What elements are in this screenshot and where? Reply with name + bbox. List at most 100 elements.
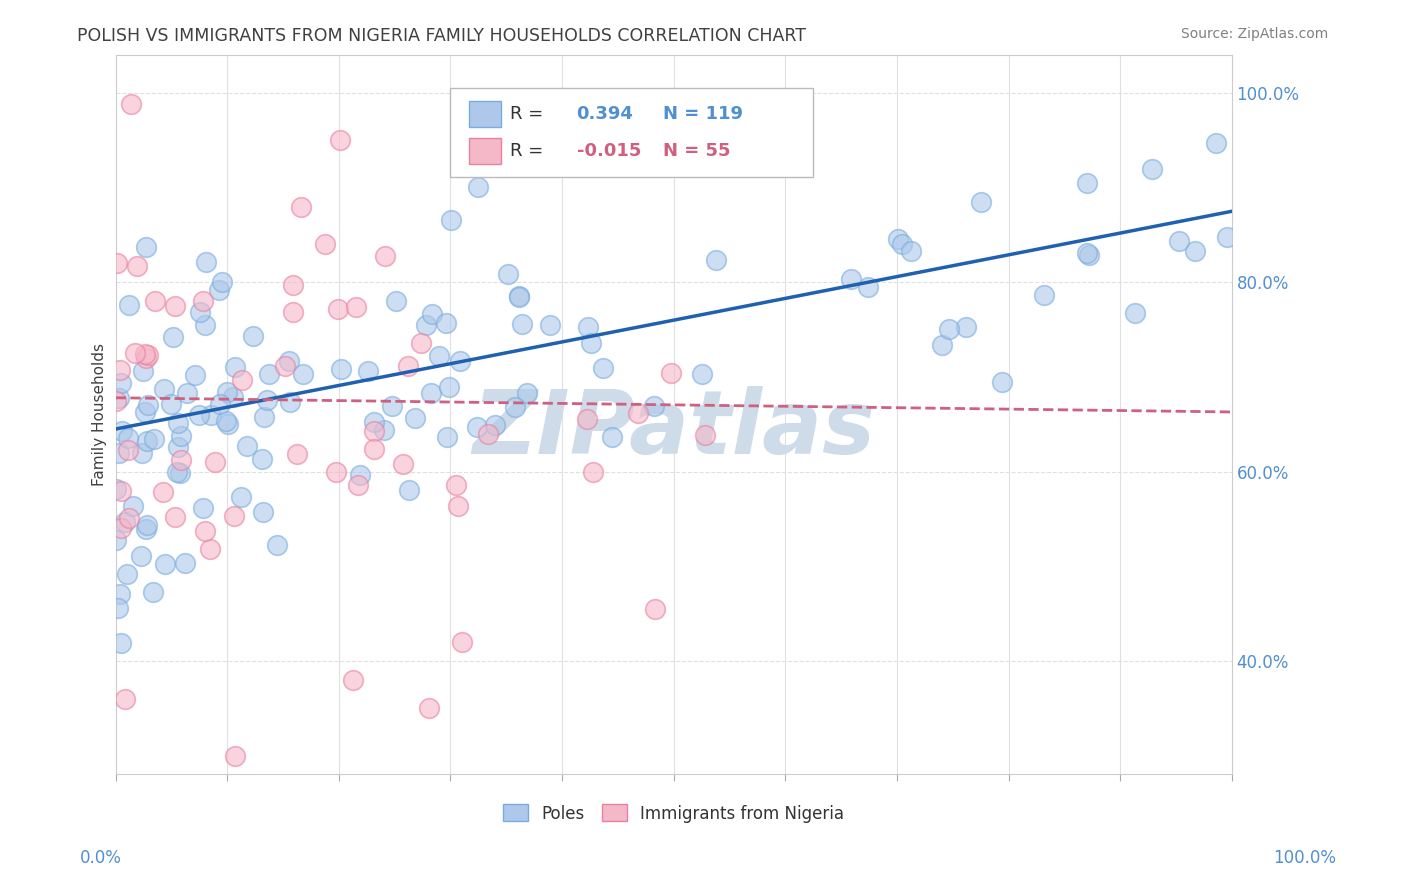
Point xyxy=(931,338,953,352)
Point xyxy=(215,413,238,427)
Point xyxy=(217,385,239,400)
Point xyxy=(440,212,463,227)
Point xyxy=(107,601,129,615)
Point xyxy=(349,468,371,483)
Point xyxy=(600,429,623,443)
Point xyxy=(347,478,370,492)
Point xyxy=(291,367,314,381)
Point xyxy=(693,428,716,442)
Point xyxy=(129,549,152,563)
Point xyxy=(134,404,156,418)
Point xyxy=(165,509,187,524)
Point xyxy=(1076,176,1098,190)
Point xyxy=(217,417,239,431)
Point xyxy=(278,354,301,368)
Y-axis label: Family Households: Family Households xyxy=(93,343,107,486)
Point xyxy=(385,293,408,308)
Point xyxy=(415,318,437,333)
Point xyxy=(1032,288,1054,302)
Point xyxy=(576,320,599,334)
Point xyxy=(127,259,149,273)
Point xyxy=(363,424,385,438)
Point xyxy=(108,362,131,376)
Point xyxy=(644,602,666,616)
Point xyxy=(105,533,128,547)
Text: R =: R = xyxy=(509,142,543,160)
Point xyxy=(104,482,127,496)
Point xyxy=(194,524,217,539)
Point xyxy=(1140,161,1163,176)
Point xyxy=(108,446,131,460)
Point xyxy=(434,316,457,330)
Point xyxy=(211,275,233,289)
Point xyxy=(191,294,214,309)
Point xyxy=(579,335,602,350)
Point xyxy=(110,636,132,650)
Legend: Poles, Immigrants from Nigeria: Poles, Immigrants from Nigeria xyxy=(495,796,852,830)
Point xyxy=(409,336,432,351)
Point xyxy=(278,394,301,409)
Point xyxy=(1184,244,1206,258)
Point xyxy=(516,385,538,400)
Point xyxy=(110,376,132,390)
Point xyxy=(105,256,128,270)
Point xyxy=(404,411,426,425)
Text: 0.394: 0.394 xyxy=(576,105,634,123)
Point xyxy=(224,748,246,763)
Point xyxy=(839,272,862,286)
Bar xyxy=(470,102,501,128)
Point xyxy=(111,424,134,438)
Point xyxy=(381,399,404,413)
Point xyxy=(627,406,650,420)
Point xyxy=(117,431,139,445)
Point xyxy=(938,322,960,336)
Point xyxy=(242,328,264,343)
Point xyxy=(134,347,156,361)
Point xyxy=(266,538,288,552)
Point xyxy=(856,280,879,294)
Point xyxy=(131,446,153,460)
Point xyxy=(117,442,139,457)
Point xyxy=(162,330,184,344)
Point xyxy=(328,301,350,316)
Point xyxy=(142,584,165,599)
Point xyxy=(496,267,519,281)
Point xyxy=(208,397,231,411)
Point xyxy=(169,467,191,481)
Point xyxy=(508,289,530,303)
Point xyxy=(576,411,599,425)
Point xyxy=(236,439,259,453)
Point xyxy=(224,360,246,375)
Point xyxy=(122,500,145,514)
Point xyxy=(396,359,419,373)
Point xyxy=(110,520,132,534)
Point xyxy=(704,252,727,267)
Point xyxy=(465,420,488,434)
Point xyxy=(132,364,155,378)
Point xyxy=(955,320,977,334)
Point xyxy=(329,133,352,147)
Point xyxy=(138,398,160,412)
Point xyxy=(194,318,217,333)
Point xyxy=(114,515,136,529)
Text: ZIPatlas: ZIPatlas xyxy=(472,385,875,473)
Text: -0.015: -0.015 xyxy=(576,142,641,160)
Point xyxy=(1077,248,1099,262)
Point xyxy=(188,305,211,319)
Point xyxy=(484,417,506,432)
Point xyxy=(135,522,157,536)
Point xyxy=(135,434,157,448)
Point xyxy=(115,567,138,582)
Point xyxy=(118,298,141,312)
Point xyxy=(512,317,534,331)
Point xyxy=(256,393,278,408)
Point xyxy=(886,232,908,246)
Point xyxy=(477,426,499,441)
Point xyxy=(314,237,336,252)
Point xyxy=(167,440,190,454)
Point xyxy=(1168,234,1191,248)
Point xyxy=(135,240,157,254)
Point xyxy=(110,587,132,601)
Text: R =: R = xyxy=(509,105,543,123)
Point xyxy=(890,236,912,251)
